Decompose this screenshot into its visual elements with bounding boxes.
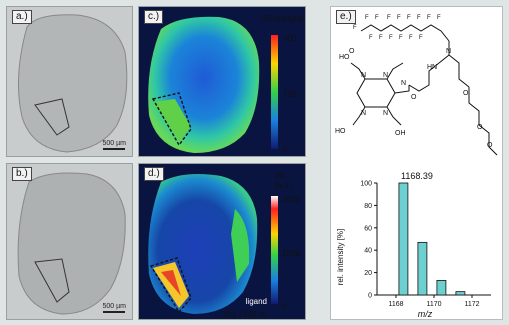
chart-peaks [398,182,466,296]
panel-a-label: a.) [12,10,32,24]
y-tick-label: 80 [364,203,372,210]
scale-bar-text-a: 500 µm [102,140,127,147]
y-tick-label: 0 [368,293,372,300]
mass-spectrum-chart: 1168.39 rel. intensity [%] m/z 0 20 40 60 80… [336,171,491,319]
svg-text:N: N [383,72,388,79]
x-tick-label: 1170 [426,301,441,308]
svg-text:F: F [379,35,383,41]
panel-b: b.) 500 µm [6,163,133,320]
region-hotspot-d [161,270,181,296]
colorbar-c [271,35,278,149]
chart-axes: 0 20 40 60 80 100 1168 1170 1172 [360,181,491,308]
colorbar-tick-d-2000: 2000 [282,195,300,204]
svg-text:N: N [361,72,366,79]
scale-bar-text-b: 500 µm [102,303,127,310]
spectrum-peak [455,291,466,296]
svg-text:HO: HO [339,54,350,61]
svg-text:OH: OH [395,130,406,137]
y-tick-label: 60 [364,225,372,232]
panel-e-label: e.) [336,10,356,24]
svg-text:N: N [361,110,366,117]
colorbar-tick-c-150: 150 [283,90,297,99]
y-axis-label: rel. intensity [%] [336,229,345,285]
svg-text:F: F [419,35,423,41]
colorbar-d [271,196,278,304]
scale-bar-a: 500 µm [102,140,127,150]
gd-concentration-map: c(Gd)/[µg/g] 300 150 0 [148,14,303,154]
spectrum-peak [436,280,447,296]
spectrum-peak [417,241,428,296]
svg-text:F: F [407,15,411,21]
svg-text:F: F [375,15,379,21]
spectrum-peak [398,182,409,296]
scale-bar-b: 500 µm [102,303,127,313]
y-tick-label: 20 [364,270,372,277]
svg-text:F: F [389,35,393,41]
x-tick-label: 1172 [464,301,479,308]
svg-text:O: O [477,124,483,131]
tissue-section-b [17,172,126,315]
svg-text:F: F [437,15,441,21]
svg-text:HO: HO [335,128,346,135]
ligand-intensity-map: Int. [a.u.] 2000 1000 0 ligand m/z 1168.… [148,171,300,319]
svg-text:O: O [349,48,355,55]
panel-a: a.) 500 µm [6,6,133,157]
svg-text:N: N [383,110,388,117]
svg-text:F: F [387,15,391,21]
svg-text:F: F [397,15,401,21]
svg-text:F: F [417,15,421,21]
panel-d: Int. [a.u.] 2000 1000 0 ligand m/z 1168.… [138,163,306,320]
svg-text:O: O [463,90,469,97]
region-highlight-d [153,262,189,308]
edge-signal-d [231,209,250,282]
region-highlight-c [153,99,191,141]
region-outline-d [149,257,192,314]
region-outline-c [151,92,192,147]
svg-text:F: F [399,35,403,41]
svg-text:HN: HN [427,64,437,71]
svg-text:O: O [411,94,417,101]
scale-bar-line-a [102,148,125,150]
colorbar-tick-d-1000: 1000 [282,249,300,258]
panel-c-label: c.) [144,10,164,24]
ligand-label: ligand [246,297,267,306]
y-tick-label: 100 [360,181,372,188]
y-tick-label: 40 [364,248,372,255]
svg-text:F: F [409,35,413,41]
colorbar-tick-c-0: 0 [283,145,288,154]
tissue-map-c [148,16,260,153]
panel-c: c(Gd)/[µg/g] 300 150 0 c.) [138,6,306,157]
svg-text:F: F [365,15,369,21]
svg-text:F: F [427,15,431,21]
tissue-section-a [17,14,128,153]
colorbar-tick-d-0: 0 [282,302,287,311]
mz-label-d: m/z 1168.39 [224,310,268,319]
scale-bar-line-b [102,311,125,313]
panel-d-label: d.) [144,167,164,181]
svg-text:N: N [446,48,451,55]
colorbar-title-d: Int. [275,171,286,180]
colorbar-unit-d: [a.u.] [275,181,293,190]
panel-b-label: b.) [12,167,32,181]
svg-text:N: N [401,80,406,87]
colorbar-title-c: c(Gd)/[µg/g] [261,14,303,23]
x-tick-label: 1168 [388,301,403,308]
peak-annotation: 1168.39 [401,171,433,181]
svg-text:F: F [353,25,357,31]
svg-text:O: O [487,142,493,149]
colorbar-tick-c-300: 300 [283,34,297,43]
x-axis-label: m/z [418,309,433,319]
svg-text:F: F [369,35,373,41]
